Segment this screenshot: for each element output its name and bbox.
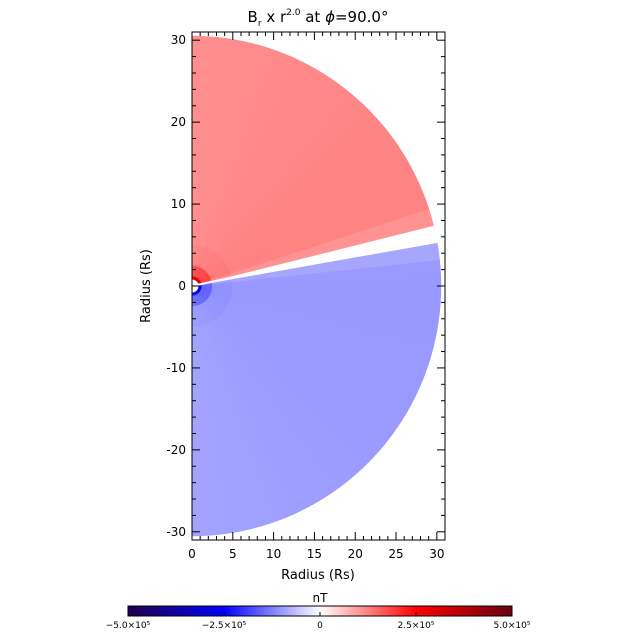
- x-tick-label: 15: [307, 547, 322, 561]
- y-tick-label: 10: [171, 197, 186, 211]
- colorbar-tick-label: 2.5×10⁵: [398, 621, 435, 631]
- y-tick-label: -20: [166, 443, 186, 457]
- x-tick-labels: 0 5 10 15 20 25 30: [188, 547, 444, 561]
- colorbar-tick-label: 5.0×10⁵: [494, 621, 531, 631]
- colorbar-tick-label: −5.0×10⁵: [106, 621, 151, 631]
- colorbar-tick-label: −2.5×10⁵: [202, 621, 247, 631]
- x-tick-label: 5: [229, 547, 237, 561]
- x-axis-label: Radius (Rs): [281, 568, 355, 583]
- field-cell: [379, 276, 442, 296]
- y-axis-label: Radius (Rs): [139, 249, 154, 323]
- field-cell: [192, 35, 210, 99]
- colorbar-tick-label: 0: [317, 621, 323, 631]
- field-heatmap: [192, 35, 442, 537]
- chart-title: Br x r2.0 at ϕ=90.0°: [248, 8, 389, 29]
- y-tick-label: 20: [171, 115, 186, 129]
- y-tick-labels: -30 -20 -10 0 10 20 30: [166, 33, 186, 539]
- y-tick-label: 30: [171, 33, 186, 47]
- x-tick-label: 20: [348, 547, 363, 561]
- colorbar-ticks: −5.0×10⁵ −2.5×10⁵ 0 2.5×10⁵ 5.0×10⁵: [106, 612, 531, 631]
- colorbar-label: nT: [313, 591, 329, 605]
- y-tick-label: -10: [166, 361, 186, 375]
- y-tick-label: -30: [166, 525, 186, 539]
- axis-ticks: [191, 32, 446, 540]
- x-tick-label: 10: [266, 547, 281, 561]
- y-tick-label: 0: [178, 279, 186, 293]
- x-tick-label: 30: [429, 547, 444, 561]
- current-sheet: [195, 233, 436, 287]
- x-tick-label: 25: [388, 547, 403, 561]
- x-tick-label: 0: [188, 547, 196, 561]
